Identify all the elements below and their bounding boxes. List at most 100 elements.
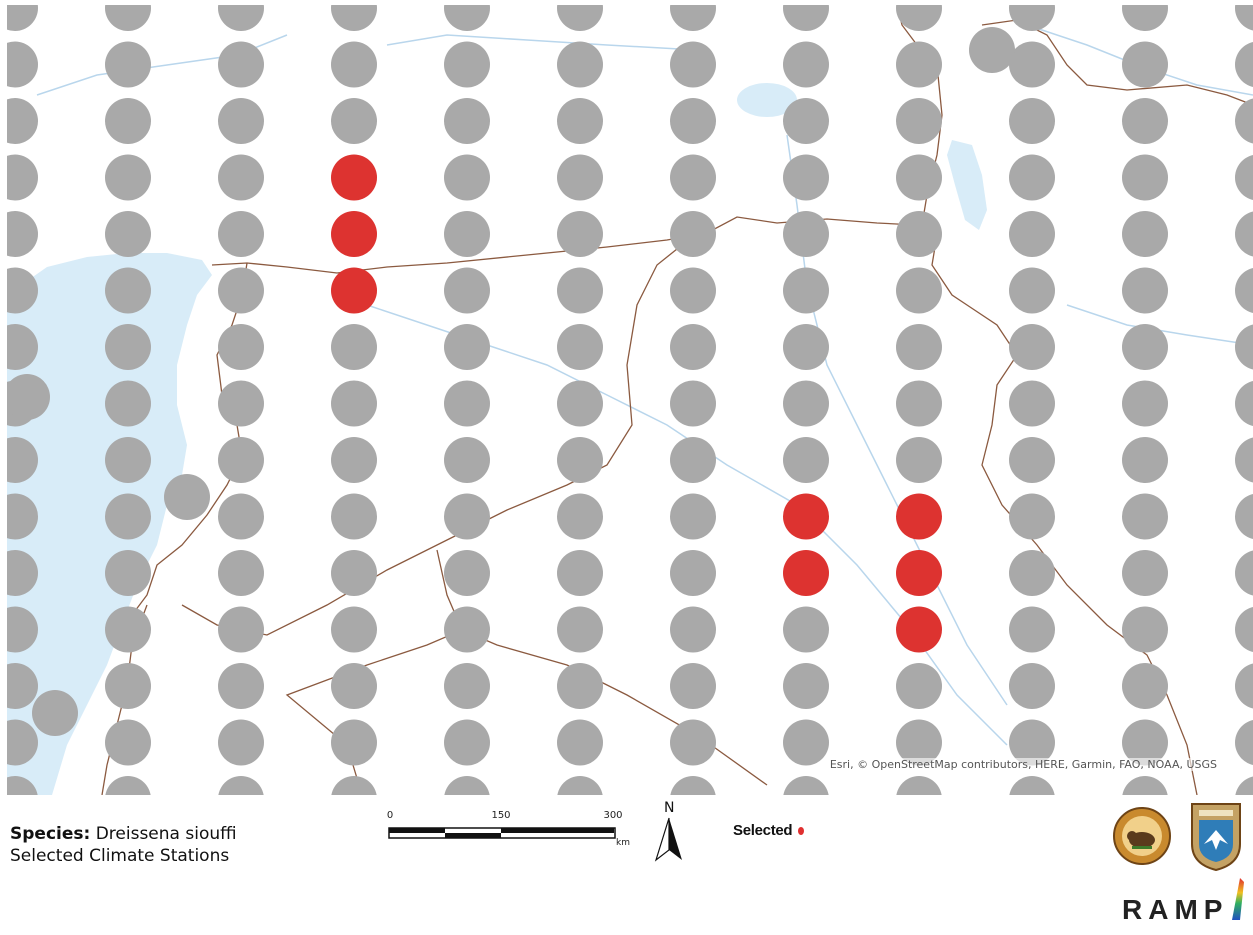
climate-station: [444, 98, 490, 144]
climate-station: [896, 437, 942, 483]
selected-station: [331, 211, 377, 257]
climate-station: [557, 493, 603, 540]
climate-station: [783, 663, 829, 709]
climate-station: [1009, 324, 1055, 370]
climate-station: [331, 550, 377, 596]
climate-station: [444, 493, 490, 540]
climate-station: [331, 380, 377, 427]
climate-station: [557, 606, 603, 653]
climate-station: [32, 690, 78, 736]
climate-station: [7, 776, 38, 795]
climate-station: [1235, 607, 1253, 652]
climate-station: [1122, 776, 1168, 795]
species-name: Dreissena siouffi: [95, 824, 237, 844]
climate-station: [1235, 324, 1253, 370]
climate-station: [7, 663, 38, 709]
climate-station: [7, 550, 38, 596]
climate-station: [670, 437, 716, 483]
climate-station: [218, 41, 264, 88]
climate-station: [969, 27, 1015, 73]
climate-station: [670, 41, 716, 88]
climate-station: [218, 324, 264, 370]
ramp-bars-icon: [1232, 878, 1244, 920]
climate-station: [896, 267, 942, 314]
climate-station: [896, 98, 942, 144]
climate-station: [1122, 98, 1168, 144]
climate-station: [331, 663, 377, 709]
climate-station: [1009, 267, 1055, 314]
climate-station: [7, 719, 38, 766]
map-subtitle: Selected Climate Stations: [10, 846, 230, 866]
climate-station: [670, 719, 716, 766]
climate-station: [105, 493, 151, 540]
climate-station: [444, 719, 490, 766]
ramp-logo-text: RAMP: [1122, 894, 1229, 925]
climate-station: [7, 154, 38, 201]
climate-station: [164, 474, 210, 520]
climate-station: [783, 154, 829, 201]
climate-station: [557, 663, 603, 709]
climate-station: [1122, 267, 1168, 314]
climate-station: [1122, 324, 1168, 370]
climate-station: [1122, 606, 1168, 653]
ramp-logo: RAMP: [1118, 878, 1248, 928]
climate-station: [1009, 776, 1055, 795]
climate-station: [105, 606, 151, 653]
climate-station: [670, 324, 716, 370]
climate-station: [783, 437, 829, 483]
climate-station: [557, 98, 603, 144]
climate-station: [1122, 663, 1168, 709]
climate-station: [670, 493, 716, 540]
climate-station: [1235, 776, 1253, 795]
climate-station: [1122, 493, 1168, 540]
climate-station: [896, 324, 942, 370]
climate-station: [670, 267, 716, 314]
climate-station: [1009, 5, 1055, 31]
climate-station: [670, 211, 716, 257]
legend-title: Species: Dreissena siouffi Selected Clim…: [10, 823, 237, 867]
climate-station: [1122, 154, 1168, 201]
north-arrow: N: [652, 800, 686, 862]
climate-station: [7, 324, 38, 370]
north-arrow-icon: [654, 817, 682, 862]
climate-station: [331, 776, 377, 795]
scale-bar: 0 150 300 km: [387, 810, 648, 850]
climate-station: [218, 98, 264, 144]
climate-station: [105, 663, 151, 709]
climate-station: [1235, 720, 1253, 765]
scale-unit: km: [616, 838, 630, 848]
climate-station: [557, 776, 603, 795]
climate-station: [557, 719, 603, 766]
climate-station: [783, 267, 829, 314]
climate-station: [896, 776, 942, 795]
climate-station: [1235, 494, 1253, 539]
climate-station: [557, 154, 603, 201]
climate-station: [444, 663, 490, 709]
climate-station: [7, 5, 38, 31]
climate-station: [218, 493, 264, 540]
climate-station: [105, 324, 151, 370]
climate-station: [218, 380, 264, 427]
climate-station: [331, 98, 377, 144]
climate-station: [1235, 437, 1253, 483]
climate-station: [331, 5, 377, 31]
map-frame[interactable]: Esri, © OpenStreetMap contributors, HERE…: [7, 5, 1253, 795]
climate-station: [105, 776, 151, 795]
climate-station: [105, 41, 151, 88]
climate-station: [670, 776, 716, 795]
climate-station: [896, 41, 942, 88]
climate-station: [105, 719, 151, 766]
climate-station: [218, 154, 264, 201]
climate-station: [783, 41, 829, 88]
climate-station: [444, 437, 490, 483]
selected-station: [331, 267, 377, 314]
climate-station: [670, 380, 716, 427]
climate-station: [105, 267, 151, 314]
climate-station: [557, 380, 603, 427]
selected-station: [783, 550, 829, 596]
climate-station: [105, 437, 151, 483]
selected-dot-icon: [798, 827, 805, 836]
climate-station: [444, 324, 490, 370]
lake-urmia: [947, 140, 987, 230]
lake-van: [737, 83, 797, 117]
